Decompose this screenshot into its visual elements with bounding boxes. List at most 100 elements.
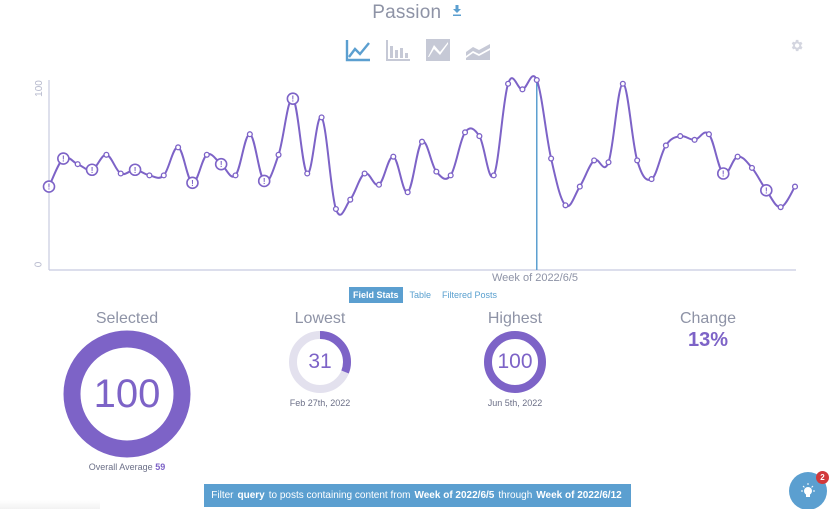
alert-point[interactable]: [214, 157, 228, 171]
area-chart-button[interactable]: [424, 37, 452, 63]
filter-start-week: Week of 2022/6/5: [414, 490, 495, 501]
highest-date: Jun 5th, 2022: [487, 398, 543, 408]
data-point[interactable]: [490, 172, 497, 179]
data-point[interactable]: [619, 80, 626, 87]
data-point[interactable]: [447, 172, 454, 179]
view-tabs: Field Stats Table Filtered Posts: [349, 287, 504, 303]
stat-highest: Highest 100 Jun 5th, 2022: [465, 310, 565, 408]
alert-icon: !: [292, 95, 295, 104]
filter-end-week: Week of 2022/6/12: [536, 490, 622, 501]
filter-query-term: query: [237, 490, 265, 501]
alert-icon: !: [134, 166, 137, 175]
data-point[interactable]: [103, 151, 110, 158]
data-point[interactable]: [175, 144, 182, 151]
alert-point[interactable]: [42, 180, 56, 193]
filter-text-1: Filter: [211, 490, 234, 501]
data-point[interactable]: [705, 131, 712, 138]
data-point[interactable]: [146, 172, 153, 179]
data-point[interactable]: [160, 172, 167, 179]
data-point[interactable]: [461, 129, 469, 136]
alert-point[interactable]: [186, 176, 199, 190]
data-point[interactable]: [275, 151, 282, 158]
tab-filtered-posts[interactable]: Filtered Posts: [442, 290, 498, 300]
stacked-area-chart-button[interactable]: [464, 37, 492, 63]
alert-point[interactable]: [716, 167, 730, 180]
stat-change: Change 13%: [658, 310, 758, 352]
highest-value: 100: [497, 350, 533, 373]
data-point[interactable]: [548, 155, 555, 162]
data-point[interactable]: [591, 157, 598, 164]
data-point[interactable]: [605, 159, 612, 166]
line-chart-button[interactable]: [344, 37, 372, 63]
data-point[interactable]: [304, 170, 311, 177]
title-row: Passion: [0, 2, 834, 24]
alert-point[interactable]: [760, 184, 773, 197]
filter-query-button[interactable]: Filter query to posts containing content…: [204, 484, 631, 507]
data-point[interactable]: [375, 181, 383, 188]
alert-icon: !: [62, 155, 65, 164]
data-point[interactable]: [677, 133, 684, 140]
page-title: Passion: [372, 2, 442, 23]
series-line: [48, 75, 796, 216]
line-chart[interactable]: !!!!!!!!!!: [0, 70, 834, 285]
stat-lowest-title: Lowest: [294, 310, 346, 327]
data-point[interactable]: [777, 204, 784, 211]
highest-ring: 100: [483, 330, 547, 394]
data-point[interactable]: [505, 80, 512, 87]
alert-icon: !: [191, 179, 194, 188]
selected-ring: 100: [63, 330, 191, 458]
data-point[interactable]: [74, 161, 81, 168]
change-value: 13%: [687, 329, 729, 351]
alert-point[interactable]: [85, 163, 99, 177]
data-point[interactable]: [347, 196, 354, 203]
data-point[interactable]: [232, 172, 239, 179]
tab-table[interactable]: Table: [409, 290, 432, 300]
data-point[interactable]: [433, 168, 440, 175]
data-point[interactable]: [734, 153, 741, 160]
data-point[interactable]: [361, 170, 368, 177]
data-point[interactable]: [519, 86, 526, 93]
alert-icon: !: [48, 183, 51, 192]
data-point[interactable]: [576, 183, 583, 190]
stat-selected: Selected 100 Overall Average 59: [56, 310, 198, 472]
alert-point[interactable]: [286, 92, 300, 105]
settings-button[interactable]: [789, 38, 804, 53]
data-point[interactable]: [691, 136, 698, 143]
selected-value: 100: [93, 371, 161, 416]
alert-point[interactable]: [257, 174, 271, 188]
data-point[interactable]: [332, 205, 339, 213]
data-point[interactable]: [748, 164, 756, 171]
data-point[interactable]: [117, 170, 124, 177]
data-point[interactable]: [533, 76, 540, 84]
data-point[interactable]: [648, 176, 655, 183]
data-point[interactable]: [390, 153, 397, 160]
chart-type-switcher: [344, 37, 492, 63]
stat-lowest: Lowest 31 Feb 27th, 2022: [270, 310, 370, 408]
bar-chart-button[interactable]: [384, 37, 412, 63]
bottom-shadow: [0, 500, 100, 509]
alert-point[interactable]: [128, 163, 142, 177]
overall-average-label: Overall Average: [88, 462, 153, 472]
data-point[interactable]: [203, 151, 210, 158]
data-point[interactable]: [662, 142, 669, 149]
data-point[interactable]: [404, 189, 411, 196]
data-point[interactable]: [634, 157, 641, 164]
data-point[interactable]: [246, 131, 253, 138]
lowest-value: 31: [308, 350, 332, 373]
data-point[interactable]: [318, 114, 325, 121]
gear-icon: [791, 39, 803, 52]
hover-week-label: Week of 2022/6/5: [492, 272, 579, 284]
data-point[interactable]: [562, 202, 569, 209]
data-point[interactable]: [418, 138, 426, 145]
stat-change-title: Change: [679, 310, 737, 327]
chart-canvas[interactable]: !!!!!!!!!!: [0, 70, 834, 285]
alert-icon: !: [765, 186, 768, 195]
data-point[interactable]: [476, 133, 483, 140]
alert-point[interactable]: [57, 152, 70, 165]
download-icon[interactable]: [452, 3, 462, 21]
filter-text-2: to posts containing content from: [268, 490, 411, 501]
notification-badge: 2: [816, 471, 829, 484]
area-chart-icon: [426, 39, 450, 61]
data-point[interactable]: [791, 183, 799, 190]
tab-field-stats[interactable]: Field Stats: [349, 287, 403, 303]
